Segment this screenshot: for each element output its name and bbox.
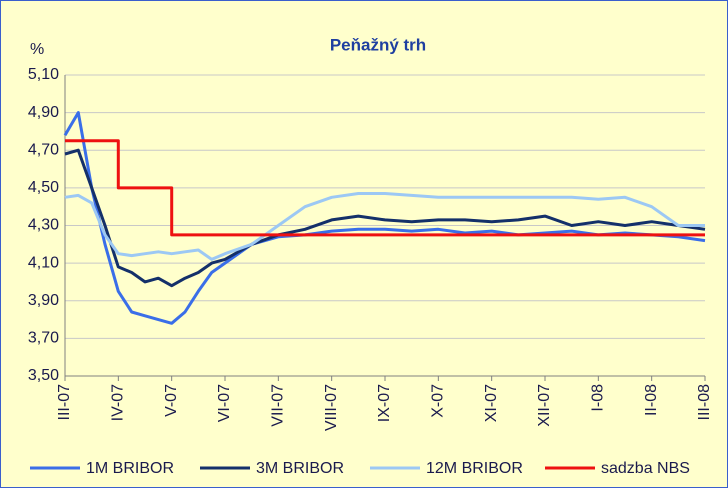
y-axis-label: % — [30, 41, 44, 58]
series-line — [65, 139, 705, 237]
chart-title: Peňažný trh — [330, 35, 426, 54]
series-line — [64, 148, 706, 288]
y-tick-label: 5,10 — [28, 66, 59, 83]
legend-label: 12M BRIBOR — [426, 460, 523, 477]
y-tick-label: 4,90 — [28, 104, 59, 121]
legend-label: 3M BRIBOR — [256, 460, 344, 477]
x-tick-label: II-08 — [643, 384, 660, 416]
y-tick-label: 3,90 — [28, 292, 59, 309]
y-tick-label: 3,70 — [28, 330, 59, 347]
x-tick-label: VII-07 — [270, 384, 287, 427]
x-tick-label: IV-07 — [110, 384, 127, 421]
y-tick-label: 4,10 — [28, 254, 59, 271]
x-tick-label: XI-07 — [483, 384, 500, 422]
x-tick-label: XII-07 — [536, 384, 553, 427]
x-tick-label: VIII-07 — [323, 384, 340, 431]
x-tick-label: III-08 — [696, 384, 713, 421]
x-tick-label: IX-07 — [376, 384, 393, 422]
x-tick-label: X-07 — [430, 384, 447, 418]
x-tick-label: V-07 — [163, 384, 180, 417]
series-line — [64, 192, 705, 261]
y-tick-label: 4,70 — [28, 141, 59, 158]
x-tick-label: III-07 — [56, 384, 73, 421]
legend-label: sadzba NBS — [601, 460, 690, 477]
x-tick-label: I-08 — [590, 384, 607, 412]
y-tick-label: 4,50 — [28, 179, 59, 196]
x-tick-label: VI-07 — [216, 384, 233, 422]
y-tick-label: 4,30 — [28, 217, 59, 234]
legend-label: 1M BRIBOR — [86, 460, 174, 477]
y-tick-label: 3,50 — [28, 367, 59, 384]
